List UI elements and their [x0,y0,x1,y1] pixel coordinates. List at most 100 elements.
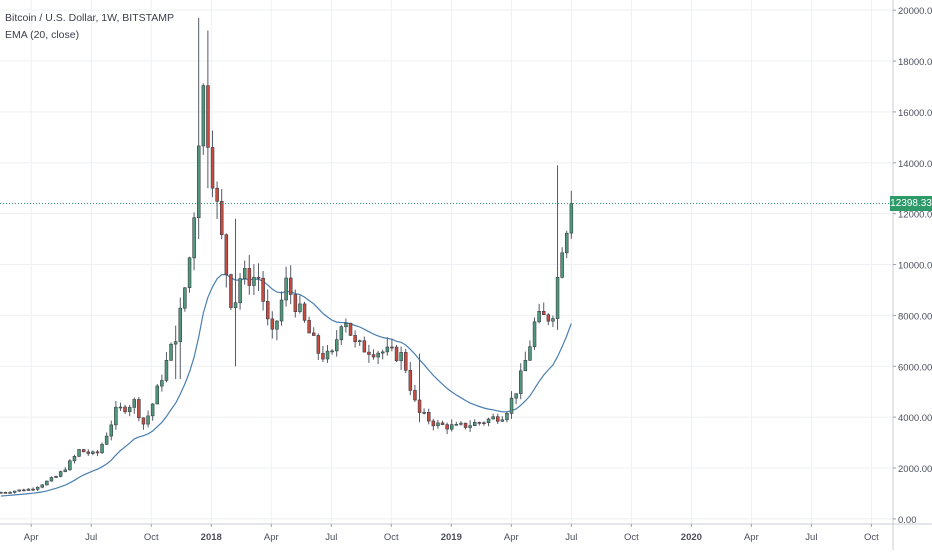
candle [224,233,229,288]
candle [109,420,114,441]
candle-body [302,303,307,321]
candle-body [123,406,127,413]
candle-body [173,341,178,345]
candle [463,422,468,430]
legend-indicator[interactable]: EMA (20, close) [5,29,80,41]
candle-body [505,412,509,421]
candle [394,344,399,363]
candle [68,459,72,471]
candle [3,491,8,494]
candle-body [532,321,537,347]
candle [431,418,436,431]
candle [302,301,307,323]
candle [275,320,279,341]
candle [201,83,206,155]
candle-body [514,393,518,399]
candle-body [394,346,399,362]
chart-legend: Bitcoin / U.S. Dollar, 1W, BITSTAMP EMA … [5,10,174,44]
candle-body [408,369,413,391]
candle [514,393,518,405]
candle-body [537,310,541,323]
candle-body [518,370,523,394]
candle-body [215,187,219,202]
candle-body [449,424,454,430]
y-tick-label: 18000.00 [898,57,932,68]
candle [192,212,196,271]
candle-body [45,480,49,486]
candle [440,420,445,426]
candle [155,383,160,405]
candle [344,318,348,333]
candle [284,266,288,307]
candle-body [422,411,426,414]
candle [371,349,376,360]
candle-body [141,417,146,425]
candle-body [192,217,196,259]
candle-body [500,419,505,422]
candle-body [546,314,551,322]
candle-body [17,489,21,492]
candle-body [334,339,339,352]
candle [261,270,265,311]
candle [247,254,252,295]
candle-body [436,422,440,427]
legend-title[interactable]: Bitcoin / U.S. Dollar, 1W, BITSTAMP [5,12,175,24]
candle-body [35,486,40,490]
candle [321,346,325,362]
candle [348,322,353,337]
candle [330,349,334,355]
candle-body [58,471,63,477]
candle [459,421,463,426]
candle-body [86,451,91,454]
candle [413,384,417,402]
candle [243,260,247,285]
candle-body [252,276,256,286]
candle [17,489,21,492]
candle-body [569,203,574,234]
candle [95,449,100,457]
candle [546,313,551,326]
x-tick-label: 2018 [201,532,222,543]
x-tick-label: Oct [624,532,639,543]
candle-body [270,318,275,330]
candle [91,450,95,456]
candle [256,263,261,291]
candle-body [399,352,403,362]
candle [399,346,403,370]
candle-body [169,343,173,361]
candle [426,408,431,425]
candle-body [298,303,302,312]
candle-body [146,415,150,425]
candle-body [321,353,325,360]
candle [31,487,35,492]
candle-body [445,424,449,430]
x-axis[interactable]: Apr Jul Oct 2018 Apr Jul Oct 2019 Apr Jul Oct 2020 A… [24,524,879,543]
x-tick-label: 2019 [441,532,462,543]
candle [380,349,385,360]
candle [279,291,284,326]
candle-body [468,425,472,428]
x-tick-label: Oct [384,532,399,543]
candle-body [362,340,367,353]
candle-body [8,492,12,494]
candle-body [197,145,201,218]
candle [265,289,270,326]
candle [40,484,44,489]
candle [187,256,192,293]
candle-body [523,359,528,372]
candle [100,442,104,454]
candle [436,419,440,429]
candle-body [104,435,109,445]
candle [541,302,546,315]
x-tick-label: Oct [144,532,159,543]
candle [523,351,528,372]
candle-body [224,234,229,275]
y-axis[interactable]: 0.00 2000.00 4000.00 6000.00 8000.00 10000.00… [893,6,932,526]
candle [229,273,233,310]
candle-body [440,422,445,425]
x-tick-label: Jul [565,532,577,543]
candle [422,408,426,415]
